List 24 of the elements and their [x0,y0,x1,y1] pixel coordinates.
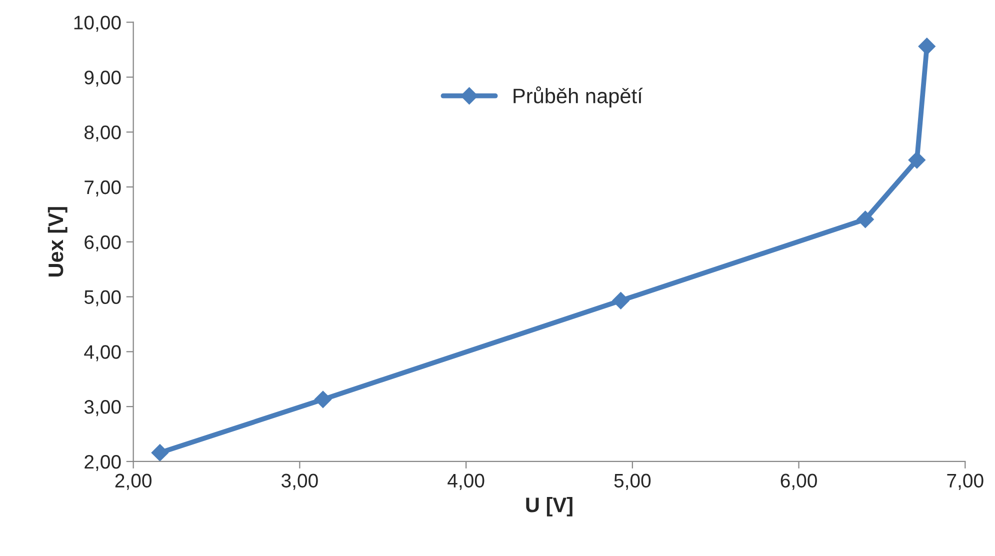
y-tick-label: 2,00 [84,454,121,472]
x-tick-label: 4,00 [448,474,484,490]
x-axis-title: U [V] [526,496,572,516]
legend-label: Průběh napětí [514,86,643,108]
x-tick-label: 6,00 [780,474,817,490]
point [612,292,630,310]
y-tick-label: 6,00 [84,235,121,252]
x-tick-label: 7,00 [947,474,984,490]
y-tick-label: 4,00 [84,345,121,362]
x-tick-label: 3,00 [282,474,318,490]
point [918,38,936,55]
y-axis-title: Uex [V] [48,207,68,276]
y-tick-label: 5,00 [84,290,121,306]
y-tick-label: 10,00 [74,16,121,32]
x-tick-label: 5,00 [614,474,651,490]
y-tick-label: 7,00 [84,180,121,196]
y-tick-label: 3,00 [84,400,121,416]
point [908,152,926,169]
y-tick-label: 9,00 [84,70,121,87]
point [856,210,874,228]
point [151,444,168,462]
x-tick-label: 2,00 [115,474,152,490]
point [314,390,332,408]
y-tick-label: 8,00 [84,126,121,142]
